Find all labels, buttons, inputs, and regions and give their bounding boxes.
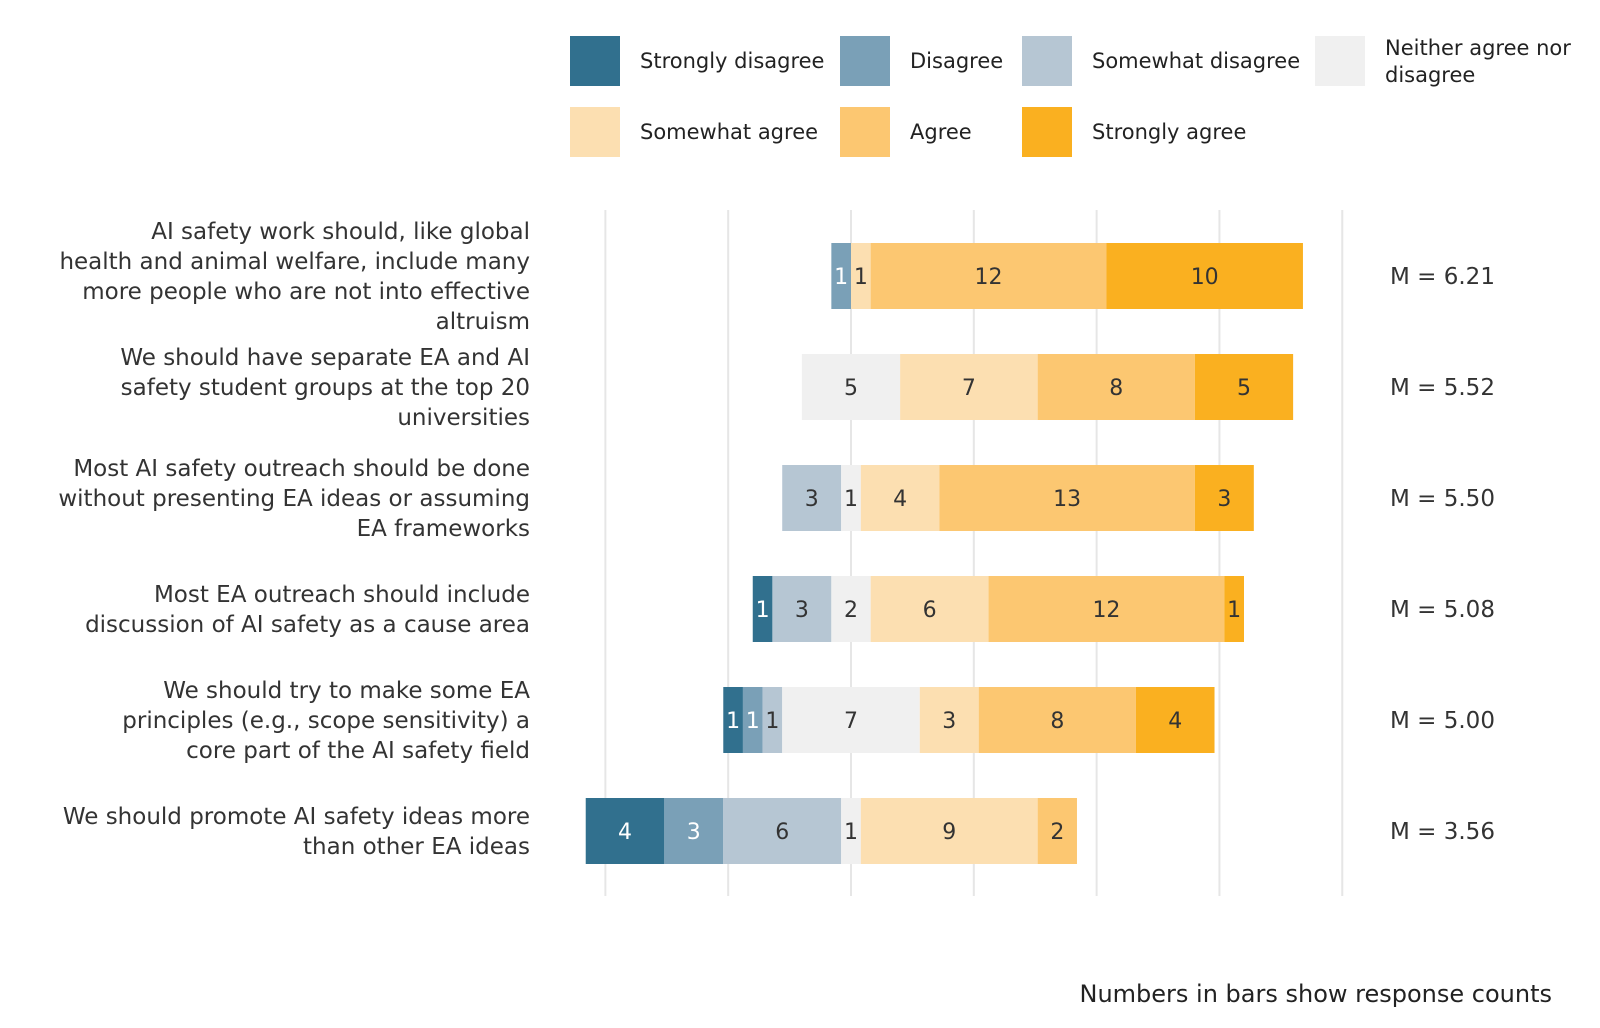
bar-count-label: 3 (795, 598, 809, 623)
bar-segment (831, 576, 871, 642)
bar-count-label: 5 (1237, 376, 1251, 401)
legend-label: Neither agree nor disagree (1385, 36, 1571, 87)
legend-swatch (570, 36, 620, 86)
footnote: Numbers in bars show response counts (1079, 980, 1553, 1008)
category-label: We should have separate EA and AI safety … (120, 345, 530, 431)
bar-segment (831, 243, 851, 309)
bar-count-label: 2 (844, 598, 858, 623)
bar-segment (851, 243, 871, 309)
legend-swatch (840, 36, 890, 86)
legend-swatch (840, 107, 890, 157)
bar-segment (841, 798, 861, 864)
mean-label: M = 5.52 (1390, 375, 1495, 401)
bar-count-label: 1 (854, 265, 868, 290)
bar-count-label: 5 (844, 376, 858, 401)
bar-count-label: 8 (1109, 376, 1123, 401)
bar-segment (762, 687, 783, 753)
bar-count-label: 1 (726, 709, 740, 734)
mean-label: M = 3.56 (1390, 819, 1495, 845)
category-label: Most EA outreach should include discussio… (85, 582, 530, 638)
legend-swatch (1022, 36, 1072, 86)
legend-label: Agree (910, 120, 972, 144)
mean-label: M = 6.21 (1390, 264, 1495, 290)
bar-segment (801, 354, 901, 420)
bar-count-label: 10 (1191, 265, 1219, 290)
bar-segment (782, 465, 842, 531)
bar-count-label: 4 (1168, 709, 1182, 734)
category-label: AI safety work should, like global health… (59, 219, 530, 335)
bar-segment (919, 687, 979, 753)
bar-count-label: 4 (618, 820, 632, 845)
legend: Strongly disagree Disagree Somewhat disagr… (570, 36, 1600, 166)
bar-segment (1135, 687, 1215, 753)
bar-segment (860, 465, 940, 531)
legend-swatch (1022, 107, 1072, 157)
bar-segment (1037, 798, 1077, 864)
bar-segment (723, 798, 842, 864)
bar-segment (782, 687, 920, 753)
bar-count-label: 1 (765, 709, 779, 734)
bar-segment (1194, 465, 1254, 531)
bar-count-label: 6 (775, 820, 789, 845)
mean-label: M = 5.08 (1390, 597, 1495, 623)
bar-count-label: 12 (975, 265, 1003, 290)
legend-label: Disagree (910, 49, 1004, 73)
mean-label: M = 5.50 (1390, 486, 1495, 512)
bar-count-label: 3 (687, 820, 701, 845)
bar-count-label: 3 (1217, 487, 1231, 512)
bar-segment (1194, 354, 1294, 420)
bar-count-label: 8 (1050, 709, 1064, 734)
bar-count-label: 12 (1092, 598, 1120, 623)
category-label: We should try to make some EA principles … (122, 678, 530, 764)
category-label: Most AI safety outreach should be done wi… (58, 456, 530, 542)
bar-segment (870, 576, 989, 642)
bar-count-label: 1 (834, 265, 848, 290)
legend-swatch (1315, 36, 1365, 86)
bar-count-label: 3 (805, 487, 819, 512)
bar-count-label: 7 (844, 709, 858, 734)
bar-count-label: 1 (844, 487, 858, 512)
bar-segment (988, 576, 1225, 642)
bar-segment (860, 798, 1038, 864)
bar-segment (1224, 576, 1244, 642)
bar-segment (1037, 354, 1195, 420)
bar-count-label: 4 (893, 487, 907, 512)
bar-segment (841, 465, 861, 531)
bar-segment (939, 465, 1195, 531)
legend-label: Strongly disagree (640, 49, 825, 73)
bar-segment (664, 798, 724, 864)
bar-segment (900, 354, 1038, 420)
bar-count-label: 1 (756, 598, 770, 623)
bar-count-label: 1 (746, 709, 760, 734)
mean-label: M = 5.00 (1390, 708, 1495, 734)
bar-count-label: 2 (1050, 820, 1064, 845)
bar-count-label: 7 (962, 376, 976, 401)
bar-segment (742, 687, 763, 753)
bar-count-label: 1 (1227, 598, 1241, 623)
legend-label: Somewhat agree (640, 120, 819, 144)
bar-segment (752, 576, 773, 642)
bar-segment (772, 576, 832, 642)
bar-segment (723, 687, 743, 753)
bar-count-label: 9 (942, 820, 956, 845)
bar-count-label: 1 (844, 820, 858, 845)
bar-segment (870, 243, 1107, 309)
legend-label: Strongly agree (1092, 120, 1247, 144)
bar-count-label: 6 (923, 598, 937, 623)
bar-segment (1106, 243, 1303, 309)
bar-segment (978, 687, 1136, 753)
legend-label: Somewhat disagree (1092, 49, 1301, 73)
bar-count-label: 3 (942, 709, 956, 734)
category-label: We should promote AI safety ideas more th… (63, 804, 530, 860)
bar-count-label: 13 (1053, 487, 1081, 512)
bar-segment (585, 798, 665, 864)
legend-swatch (570, 107, 620, 157)
